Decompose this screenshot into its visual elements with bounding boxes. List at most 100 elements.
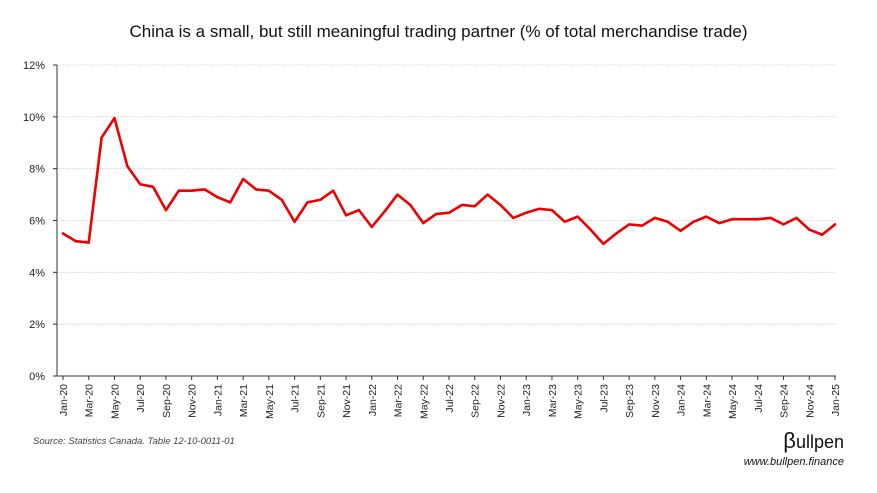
data-point (679, 229, 682, 233)
x-tick-label: Nov-20 (187, 384, 199, 418)
data-point (473, 205, 476, 208)
x-tick-label: Sep-22 (470, 384, 482, 418)
x-tick-label: Jul-22 (444, 384, 456, 413)
data-point (512, 216, 515, 220)
data-point (782, 223, 785, 226)
y-tick-labels: 0% 2% 4% 6% 8% 10% 12% (23, 60, 45, 383)
x-tick-label: Mar-20 (84, 384, 96, 417)
data-point (151, 185, 155, 189)
data-point (730, 218, 734, 221)
y-tick-label: 8% (29, 164, 45, 176)
data-point (409, 203, 412, 207)
data-point (139, 183, 142, 186)
data-point (357, 208, 361, 212)
x-tick-label: Sep-20 (161, 384, 173, 418)
data-point (216, 195, 219, 199)
data-point (640, 224, 644, 227)
data-point (705, 215, 708, 218)
x-tick-label: Nov-23 (650, 384, 662, 418)
x-tick-label: Jul-21 (290, 384, 302, 413)
x-tick-label: Jan-22 (367, 384, 379, 416)
x-tick-label: Mar-21 (238, 384, 250, 417)
x-tick-label: Jan-21 (212, 384, 224, 416)
data-point (653, 216, 657, 220)
y-tick-label: 4% (29, 267, 45, 279)
x-tick-label: Nov-21 (341, 384, 353, 418)
data-point (537, 207, 541, 211)
data-point (203, 188, 206, 191)
y-tick-label: 10% (23, 112, 45, 124)
gridlines (57, 64, 836, 325)
source-note: Source: Statistics Canada. Table 12-10-0… (33, 436, 235, 447)
x-tick-label: Jan-24 (676, 384, 688, 416)
data-point (666, 220, 669, 223)
data-point (434, 212, 438, 216)
data-point (486, 193, 489, 196)
x-tick-label: Jan-25 (830, 384, 842, 416)
data-point (126, 164, 129, 168)
brand-url: www.bullpen.finance (743, 456, 844, 468)
data-point (422, 221, 425, 225)
x-tick-label: Sep-23 (624, 384, 636, 418)
data-point (692, 220, 695, 223)
x-tick-label: Jul-23 (598, 384, 610, 413)
data-point (550, 208, 554, 212)
data-point (190, 189, 193, 192)
x-tick-label: Jan-23 (521, 384, 533, 416)
x-tick-label: May-20 (109, 384, 121, 419)
y-tick-label: 0% (29, 371, 45, 383)
data-point (229, 201, 232, 204)
x-tick-label: Jul-20 (135, 384, 147, 413)
y-tick-label: 2% (29, 319, 45, 331)
data-point (61, 232, 65, 235)
x-tick-label: Nov-22 (495, 384, 507, 418)
series-layer (61, 116, 837, 246)
data-point (563, 220, 566, 223)
data-point (306, 201, 309, 204)
data-point (267, 189, 271, 192)
brand-block: βullpen www.bullpen.finance (743, 428, 844, 469)
data-point (319, 198, 322, 201)
x-tick-label: Nov-24 (804, 384, 816, 418)
data-point (615, 232, 618, 235)
data-point (525, 211, 528, 214)
data-point (164, 208, 168, 212)
data-point (743, 218, 747, 221)
data-point (87, 241, 90, 244)
data-point (396, 193, 399, 196)
x-tick-labels: Jan-20 Mar-20 May-20 Jul-20 Sep-20 Nov-20 Jan-… (58, 384, 842, 419)
axes (53, 64, 836, 380)
x-tick-label: Jan-20 (58, 384, 70, 416)
data-point (100, 136, 103, 139)
x-tick-label: Jul-24 (753, 384, 765, 413)
data-point (769, 216, 772, 220)
data-point (177, 189, 180, 192)
data-point (718, 221, 721, 225)
chart-title: China is a small, but still meaningful t… (129, 22, 748, 41)
x-tick-label: Sep-21 (315, 384, 327, 418)
x-tick-label: Mar-23 (547, 384, 559, 417)
data-point (344, 214, 348, 217)
data-point (602, 242, 605, 246)
data-point (280, 198, 283, 201)
brand-logo: βullpen (744, 428, 844, 453)
data-point (795, 216, 798, 220)
x-tick-label: Mar-24 (701, 384, 713, 417)
data-point (447, 211, 451, 214)
series-line (61, 116, 837, 246)
y-tick-label: 12% (23, 60, 45, 72)
data-point (576, 215, 579, 218)
data-point (460, 203, 464, 207)
x-tick-label: May-23 (573, 384, 585, 419)
data-point (74, 240, 78, 243)
data-point (113, 116, 116, 120)
data-point (833, 223, 837, 226)
y-tick-label: 6% (29, 216, 45, 228)
data-point (808, 228, 811, 231)
x-tick-label: Sep-24 (779, 384, 791, 418)
data-point (820, 233, 824, 236)
x-tick-label: May-22 (418, 384, 430, 419)
brand-logo-mark: β (783, 428, 796, 453)
x-tick-label: May-24 (727, 384, 739, 419)
